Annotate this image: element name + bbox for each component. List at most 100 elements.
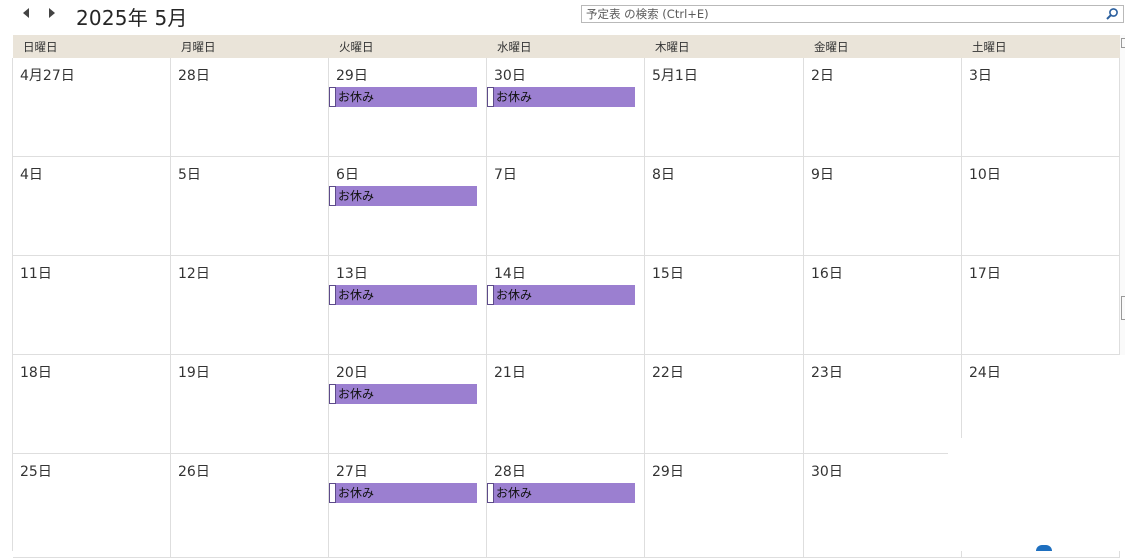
day-cell[interactable]: 25日 bbox=[13, 454, 171, 558]
day-number: 8日 bbox=[652, 167, 675, 183]
weekday-header: 土曜日 bbox=[972, 40, 1007, 54]
day-cell[interactable]: 8日 bbox=[645, 157, 804, 256]
day-number: 26日 bbox=[178, 464, 210, 480]
right-edge-strip bbox=[1120, 35, 1125, 455]
day-number: 15日 bbox=[652, 266, 684, 282]
day-number: 9日 bbox=[811, 167, 834, 183]
event-item[interactable]: お休み bbox=[329, 87, 477, 107]
search-input[interactable] bbox=[586, 6, 1096, 22]
day-number: 30日 bbox=[494, 68, 526, 84]
search-icon[interactable] bbox=[1105, 7, 1119, 21]
day-number: 3日 bbox=[969, 68, 992, 84]
side-pane-handle[interactable] bbox=[1121, 296, 1125, 320]
day-cell[interactable]: 7日 bbox=[487, 157, 645, 256]
day-number: 14日 bbox=[494, 266, 526, 282]
search-box[interactable] bbox=[581, 5, 1124, 23]
event-title: お休み bbox=[496, 90, 533, 104]
event-item[interactable]: お休み bbox=[329, 285, 477, 305]
day-cell[interactable]: 12日 bbox=[171, 256, 329, 355]
day-cell[interactable]: 28日 お休み bbox=[487, 454, 645, 558]
day-number: 22日 bbox=[652, 365, 684, 381]
weekday-header: 日曜日 bbox=[23, 40, 58, 54]
day-number: 19日 bbox=[178, 365, 210, 381]
blank-overlay bbox=[1012, 355, 1125, 440]
event-item[interactable]: お休み bbox=[329, 186, 477, 206]
event-title: お休み bbox=[338, 486, 375, 500]
day-cell[interactable]: 21日 bbox=[487, 355, 645, 454]
day-cell[interactable]: 30日お休み bbox=[487, 58, 645, 157]
event-title: お休み bbox=[338, 387, 375, 401]
month-title: 2025年 5月 bbox=[76, 6, 188, 30]
next-month-icon[interactable] bbox=[49, 8, 55, 18]
day-cell[interactable]: 16日 bbox=[804, 256, 962, 355]
day-number: 5日 bbox=[178, 167, 201, 183]
event-item[interactable]: お休み bbox=[329, 483, 477, 503]
weekday-header: 水曜日 bbox=[497, 40, 532, 54]
day-cell[interactable]: 3日 bbox=[962, 58, 1120, 157]
collapse-handle[interactable] bbox=[1121, 38, 1125, 48]
event-item[interactable]: お休み bbox=[487, 483, 635, 503]
day-cell[interactable]: 4日 bbox=[13, 157, 171, 256]
day-cell[interactable]: 5日 bbox=[171, 157, 329, 256]
event-item[interactable]: お休み bbox=[487, 285, 635, 305]
day-number: 17日 bbox=[969, 266, 1001, 282]
day-cell[interactable]: 14日お休み bbox=[487, 256, 645, 355]
day-number: 28日 bbox=[178, 68, 210, 84]
day-cell[interactable]: 20日 お休み bbox=[329, 355, 487, 454]
day-cell[interactable]: 26日 bbox=[171, 454, 329, 558]
day-cell[interactable]: 2日 bbox=[804, 58, 962, 157]
event-item[interactable]: お休み bbox=[329, 384, 477, 404]
day-number: 6日 bbox=[336, 167, 359, 183]
day-cell[interactable]: 22日 bbox=[645, 355, 804, 454]
day-number: 2日 bbox=[811, 68, 834, 84]
event-title: お休み bbox=[338, 90, 375, 104]
day-cell[interactable]: 28日 bbox=[171, 58, 329, 157]
day-number: 25日 bbox=[20, 464, 52, 480]
day-number: 29日 bbox=[652, 464, 684, 480]
blank-overlay bbox=[948, 438, 1125, 551]
day-cell[interactable]: 27日お休み bbox=[329, 454, 487, 558]
day-number: 13日 bbox=[336, 266, 368, 282]
day-number: 30日 bbox=[811, 464, 843, 480]
weekday-header: 金曜日 bbox=[814, 40, 849, 54]
weekday-header-row: 日曜日 月曜日 火曜日 水曜日 木曜日 金曜日 土曜日 bbox=[13, 35, 1120, 58]
event-title: お休み bbox=[496, 288, 533, 302]
day-number: 5月1日 bbox=[652, 68, 698, 84]
day-number: 7日 bbox=[494, 167, 517, 183]
day-cell[interactable]: 13日お休み bbox=[329, 256, 487, 355]
day-cell[interactable]: 6日お休み bbox=[329, 157, 487, 256]
day-number: 27日 bbox=[336, 464, 368, 480]
day-cell[interactable]: 19日 bbox=[171, 355, 329, 454]
day-cell[interactable]: 23日 bbox=[804, 355, 962, 454]
day-number: 11日 bbox=[20, 266, 52, 282]
day-number: 12日 bbox=[178, 266, 210, 282]
calendar-toolbar: 2025年 5月 bbox=[0, 0, 1125, 32]
day-number: 21日 bbox=[494, 365, 526, 381]
event-title: お休み bbox=[338, 288, 375, 302]
day-cell[interactable]: 18日 bbox=[13, 355, 171, 454]
day-cell[interactable]: 15日 bbox=[645, 256, 804, 355]
event-item[interactable]: お休み bbox=[487, 87, 635, 107]
day-number: 4日 bbox=[20, 167, 43, 183]
day-number: 10日 bbox=[969, 167, 1001, 183]
day-number: 29日 bbox=[336, 68, 368, 84]
day-cell[interactable]: 29日お休み bbox=[329, 58, 487, 157]
day-number: 18日 bbox=[20, 365, 52, 381]
day-cell[interactable]: 11日 bbox=[13, 256, 171, 355]
day-number: 24日 bbox=[969, 365, 1001, 381]
day-number: 4月27日 bbox=[20, 68, 75, 84]
day-cell[interactable]: 17日 bbox=[962, 256, 1120, 355]
corner-badge-icon bbox=[1036, 545, 1052, 551]
grid-left-border bbox=[12, 58, 13, 551]
day-cell[interactable]: 4月27日 bbox=[13, 58, 171, 157]
weekday-header: 火曜日 bbox=[339, 40, 374, 54]
day-cell[interactable]: 29日 bbox=[645, 454, 804, 558]
previous-month-icon[interactable] bbox=[23, 8, 29, 18]
day-cell[interactable]: 30日 bbox=[804, 454, 962, 558]
day-cell[interactable]: 9日 bbox=[804, 157, 962, 256]
day-cell[interactable]: 10日 bbox=[962, 157, 1120, 256]
event-title: お休み bbox=[338, 189, 375, 203]
day-cell[interactable]: 5月1日 bbox=[645, 58, 804, 157]
event-title: お休み bbox=[496, 486, 533, 500]
weekday-header: 月曜日 bbox=[181, 40, 216, 54]
